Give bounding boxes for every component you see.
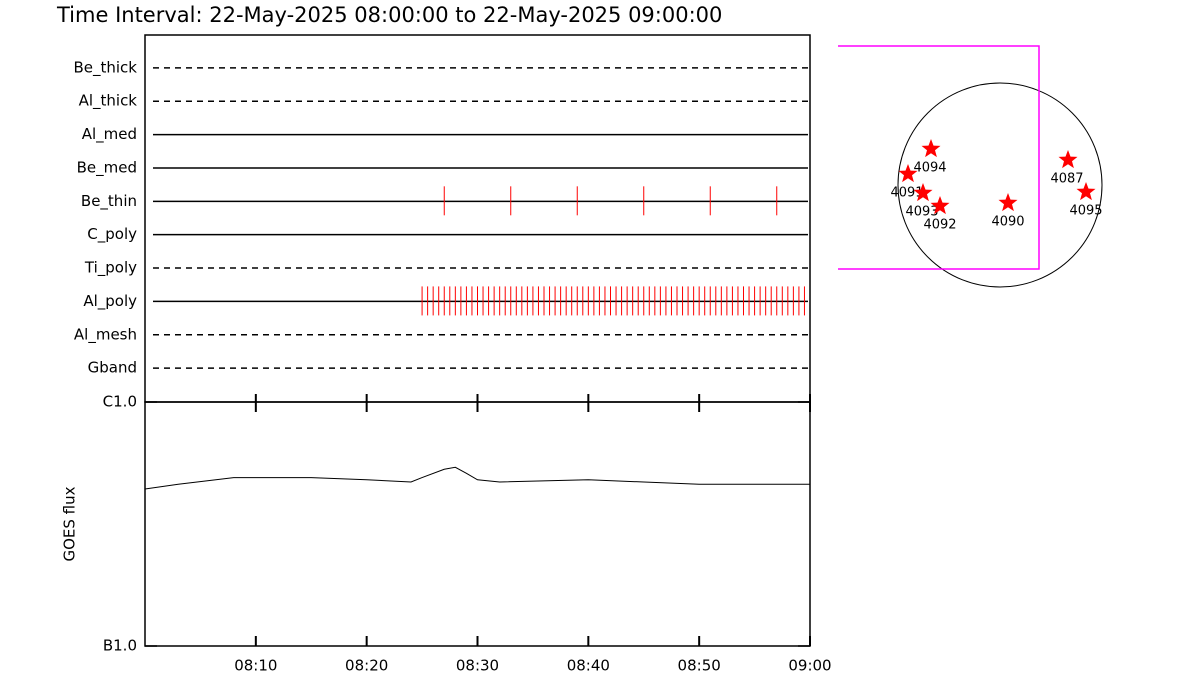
fov-box (838, 45, 1040, 270)
filter-label: Gband (88, 359, 137, 377)
region-marker (998, 193, 1018, 212)
y-tick-label: B1.0 (103, 637, 137, 655)
x-tick-label: 08:10 (234, 657, 277, 675)
region-marker (913, 183, 933, 202)
filter-label: Be_thin (81, 192, 137, 211)
goes-frame (144, 401, 811, 647)
region-marker (921, 139, 941, 158)
region-label: 4093 (905, 205, 938, 220)
filter-label: Be_med (77, 158, 137, 177)
region-label: 4095 (1069, 204, 1102, 219)
filter-label: Al_med (82, 125, 137, 144)
x-tick-label: 08:20 (345, 657, 388, 675)
goes-curve (144, 466, 810, 490)
filter-label: Al_mesh (74, 325, 137, 344)
title: Time Interval: 22-May-2025 08:00:00 to 2… (56, 3, 722, 27)
region-label: 4092 (923, 218, 956, 233)
region-marker (930, 196, 950, 215)
filter-label: C_poly (87, 225, 137, 244)
x-tick-label: 08:30 (456, 657, 499, 675)
filter-label: Ti_poly (84, 259, 137, 278)
filter-label: Be_thick (73, 58, 137, 77)
x-tick-label: 08:40 (567, 657, 610, 675)
y-axis-label: GOES flux (61, 486, 79, 561)
region-marker (898, 164, 918, 183)
region-label: 4090 (991, 215, 1024, 230)
region-label: 4087 (1050, 172, 1083, 187)
timeline-frame (144, 34, 811, 403)
region-label: 4091 (890, 186, 923, 201)
filter-label: Al_poly (83, 292, 137, 311)
x-tick-label: 09:00 (788, 657, 831, 675)
region-marker (1058, 150, 1078, 169)
x-tick-label: 08:50 (678, 657, 721, 675)
region-label: 4094 (913, 161, 946, 176)
region-marker (1076, 182, 1096, 201)
solar-disk (897, 82, 1103, 288)
y-tick-label: C1.0 (103, 393, 137, 411)
filter-label: Al_thick (79, 92, 138, 111)
